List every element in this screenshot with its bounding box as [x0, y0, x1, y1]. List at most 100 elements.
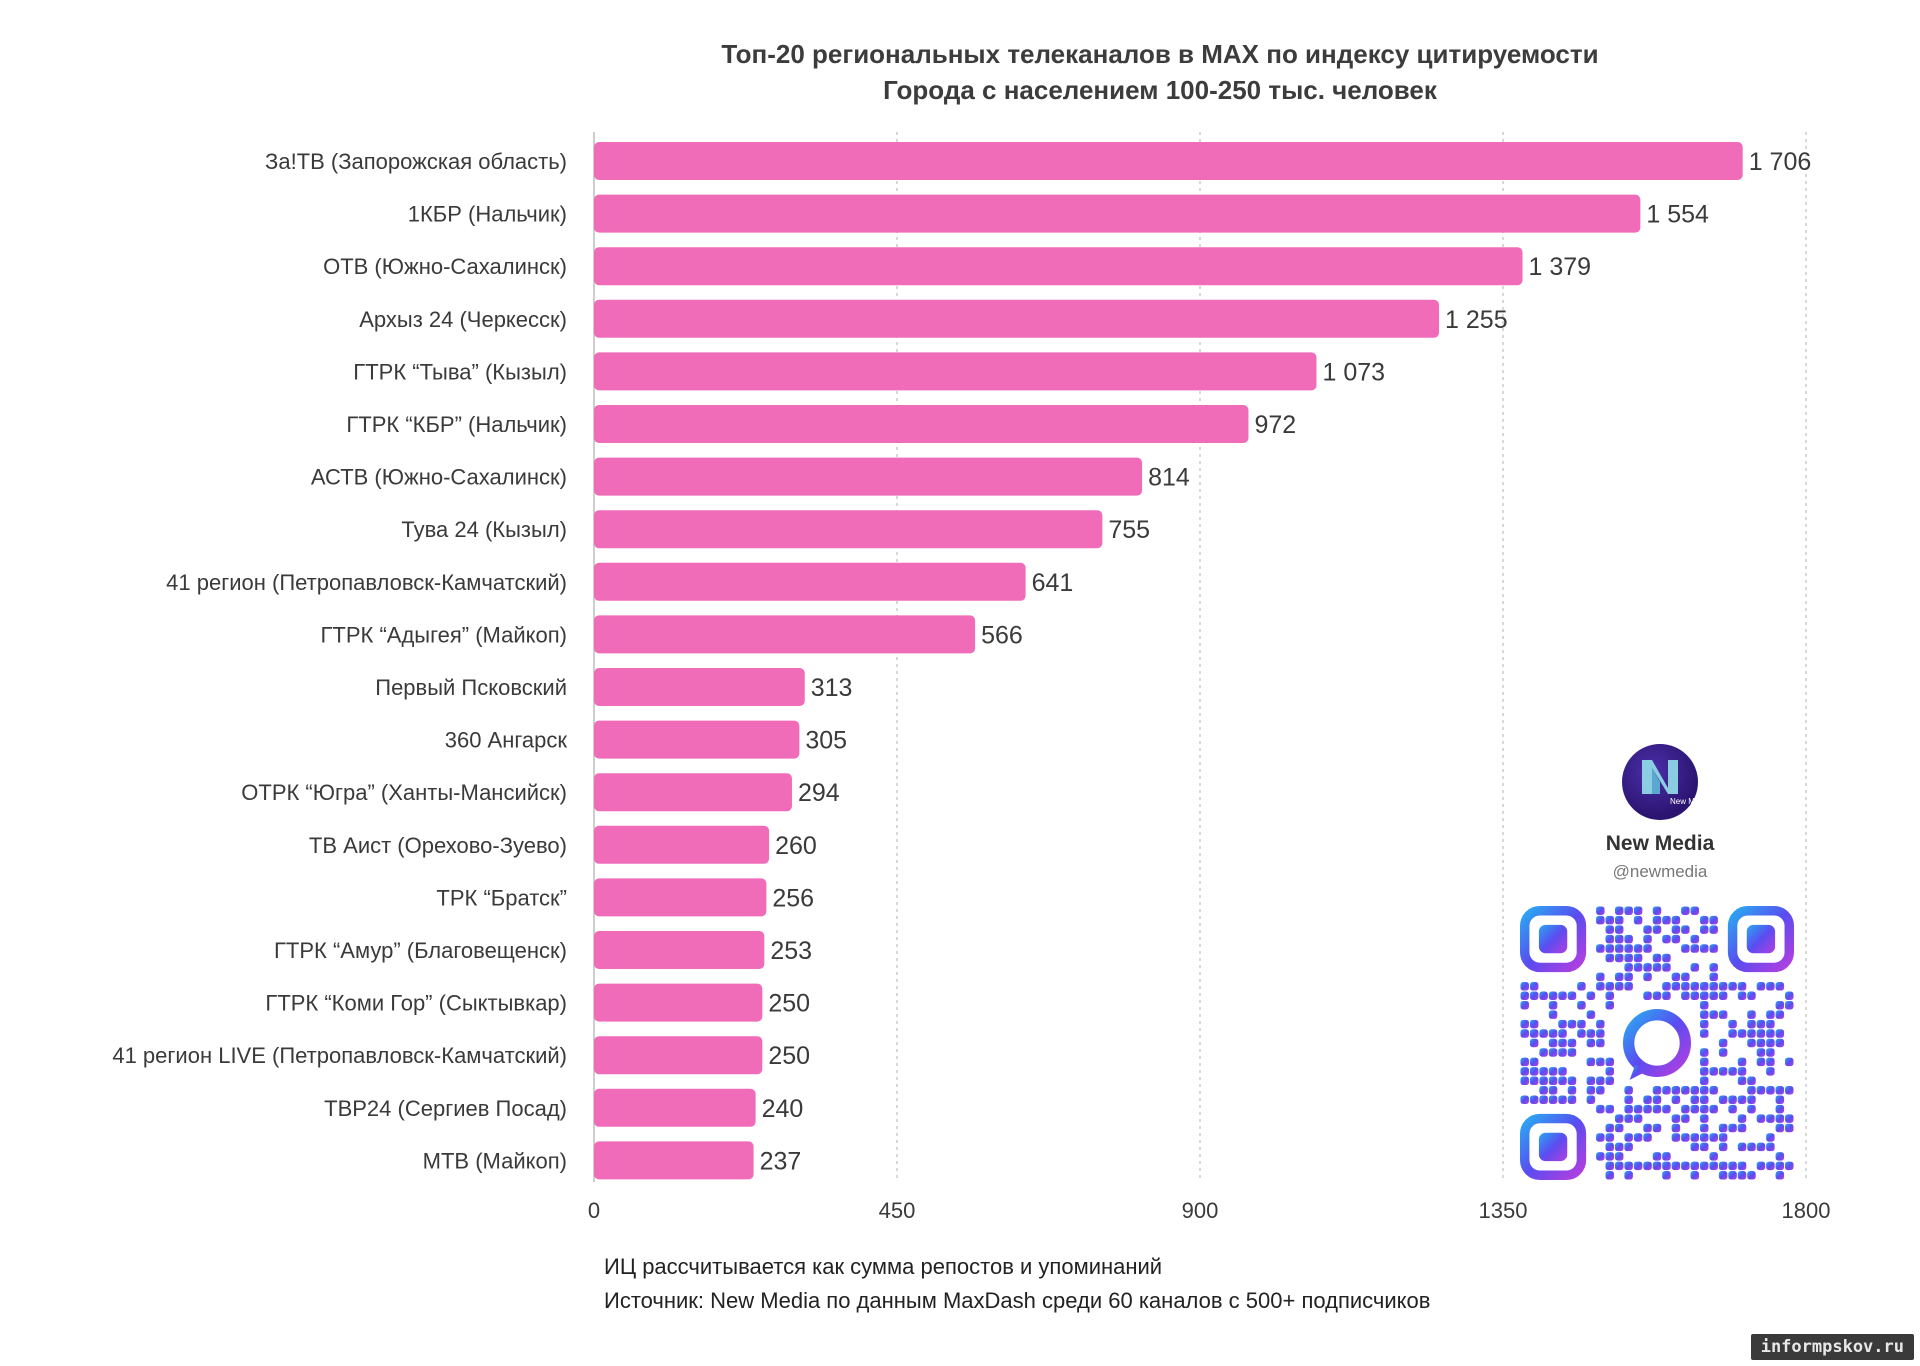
qr-code-icon[interactable]	[1520, 906, 1794, 1180]
qr-module	[1643, 1161, 1652, 1171]
value-label-9: 566	[981, 621, 1023, 649]
bar-10[interactable]	[594, 668, 805, 706]
qr-module	[1766, 1038, 1775, 1048]
qr-module	[1785, 1057, 1794, 1067]
qr-module	[1747, 1029, 1756, 1038]
bar-19[interactable]	[594, 1141, 754, 1180]
qr-module	[1567, 1085, 1577, 1095]
bar-15[interactable]	[594, 931, 765, 969]
qr-module	[1624, 1085, 1633, 1095]
category-label-15: ГТРК “Амур” (Благовещенск)	[274, 938, 567, 963]
qr-module	[1577, 1019, 1586, 1029]
qr-module	[1747, 1142, 1756, 1152]
qr-module	[1775, 1104, 1785, 1114]
bar-11[interactable]	[594, 720, 800, 759]
bar-3[interactable]	[594, 299, 1440, 338]
qr-module	[1520, 1057, 1529, 1067]
qr-module	[1605, 1057, 1615, 1067]
bar-13[interactable]	[594, 825, 770, 864]
qr-module	[1614, 982, 1624, 991]
bar-2[interactable]	[594, 247, 1523, 286]
qr-module	[1785, 991, 1794, 1001]
bar-1[interactable]	[594, 194, 1641, 233]
qr-module	[1605, 925, 1615, 934]
qr-module	[1671, 1085, 1681, 1095]
bar-14[interactable]	[594, 878, 767, 917]
qr-module	[1690, 906, 1700, 915]
bar-12[interactable]	[594, 773, 792, 812]
qr-module	[1605, 953, 1615, 963]
qr-module	[1662, 1152, 1671, 1161]
qr-module	[1737, 1142, 1747, 1152]
qr-module	[1520, 991, 1529, 1001]
qr-module	[1605, 1123, 1615, 1133]
brand-handle[interactable]: @newmedia	[1612, 862, 1708, 881]
qr-module	[1709, 1104, 1718, 1114]
qr-module	[1605, 944, 1615, 953]
qr-module	[1605, 982, 1615, 991]
qr-module	[1596, 1133, 1605, 1142]
qr-module	[1718, 1133, 1728, 1142]
category-label-10: Первый Псковский	[375, 675, 567, 700]
bar-16[interactable]	[594, 983, 763, 1022]
qr-module	[1766, 1114, 1775, 1123]
qr-module	[1756, 1019, 1766, 1029]
qr-module	[1718, 1095, 1728, 1104]
qr-module	[1699, 991, 1709, 1001]
qr-module	[1728, 1123, 1737, 1133]
qr-module	[1662, 934, 1671, 944]
category-label-6: АСТВ (Южно-Сахалинск)	[311, 465, 567, 490]
qr-module	[1652, 925, 1662, 934]
bar-6[interactable]	[594, 457, 1143, 496]
qr-module	[1605, 1104, 1615, 1114]
qr-module	[1699, 1123, 1709, 1133]
value-label-0: 1 706	[1749, 148, 1812, 176]
value-label-16: 250	[768, 990, 810, 1018]
bar-5[interactable]	[594, 405, 1249, 443]
qr-module	[1548, 1029, 1558, 1038]
qr-module	[1766, 1161, 1775, 1171]
category-label-16: ГТРК “Коми Гор” (Сыктывкар)	[265, 991, 567, 1016]
bar-7[interactable]	[594, 510, 1103, 549]
qr-module	[1671, 1114, 1681, 1123]
qr-module	[1699, 944, 1709, 953]
qr-module	[1643, 925, 1652, 934]
qr-module	[1737, 1057, 1747, 1067]
qr-module	[1577, 1000, 1586, 1010]
qr-module	[1709, 963, 1718, 972]
qr-module	[1699, 1161, 1709, 1171]
qr-module	[1775, 1000, 1785, 1010]
qr-module	[1662, 982, 1671, 991]
category-label-3: Архыз 24 (Черкесск)	[359, 307, 567, 332]
qr-module	[1624, 953, 1633, 963]
qr-module	[1643, 991, 1652, 1001]
bar-17[interactable]	[594, 1036, 763, 1075]
qr-module	[1699, 1095, 1709, 1104]
value-label-14: 256	[772, 884, 814, 912]
bar-0[interactable]	[594, 142, 1743, 180]
qr-module	[1614, 944, 1624, 953]
qr-module	[1747, 991, 1756, 1001]
qr-module	[1709, 1085, 1718, 1095]
qr-module	[1558, 1019, 1567, 1029]
qr-module	[1558, 991, 1567, 1001]
bar-4[interactable]	[594, 352, 1317, 391]
category-label-14: ТРК “Братск”	[436, 885, 567, 910]
qr-module	[1652, 1123, 1662, 1133]
qr-module	[1737, 1067, 1747, 1076]
category-label-4: ГТРК “Тыва” (Кызыл)	[353, 359, 567, 384]
value-label-2: 1 379	[1529, 253, 1592, 281]
bar-8[interactable]	[594, 562, 1026, 601]
qr-module	[1747, 1085, 1756, 1095]
qr-module	[1548, 991, 1558, 1001]
new-media-logo-icon[interactable]: New Media	[1622, 744, 1698, 820]
x-tick-label-450: 450	[879, 1198, 916, 1223]
bar-9[interactable]	[594, 615, 976, 654]
qr-module	[1709, 1133, 1718, 1142]
bar-18[interactable]	[594, 1088, 756, 1127]
qr-module	[1709, 1067, 1718, 1076]
qr-module	[1766, 1133, 1775, 1142]
qr-module	[1539, 1048, 1548, 1057]
qr-module	[1718, 982, 1728, 991]
qr-module	[1737, 1076, 1747, 1086]
